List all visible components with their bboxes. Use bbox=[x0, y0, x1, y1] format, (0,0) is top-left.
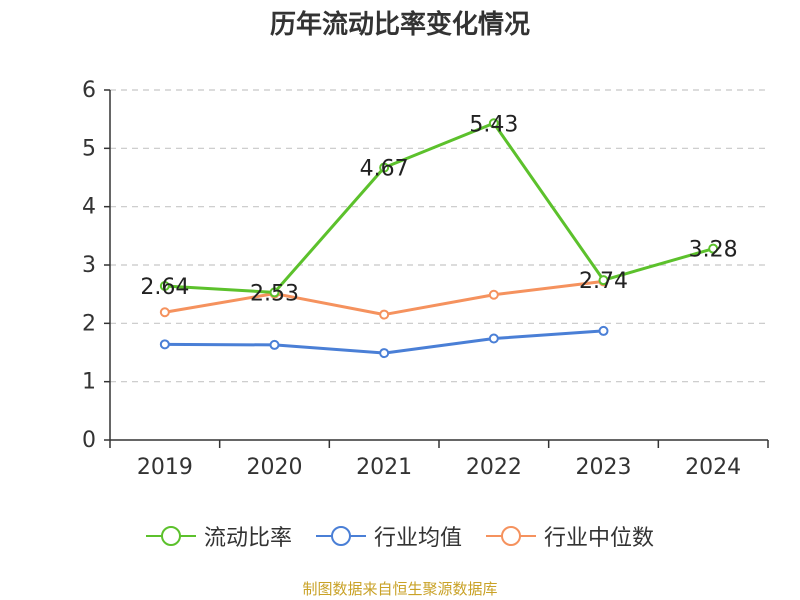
legend-line-median-icon bbox=[486, 526, 536, 546]
y-tick-label: 3 bbox=[82, 253, 96, 278]
legend-line-ratio-icon bbox=[145, 526, 196, 546]
data-point bbox=[488, 333, 499, 344]
data-point bbox=[598, 325, 609, 336]
series-line bbox=[164, 121, 714, 294]
y-tick-label: 1 bbox=[82, 370, 96, 395]
data-label: 5.43 bbox=[469, 112, 518, 137]
legend-item-ratio[interactable]: 流动比率 bbox=[145, 520, 292, 552]
data-label: 3.28 bbox=[689, 238, 738, 263]
y-tick-label: 5 bbox=[82, 136, 96, 161]
data-label: 2.74 bbox=[579, 269, 628, 294]
x-tick-label: 2021 bbox=[356, 455, 412, 480]
data-label: 2.53 bbox=[250, 281, 299, 306]
data-point bbox=[379, 162, 390, 173]
y-tick-label: 6 bbox=[82, 78, 96, 103]
data-point bbox=[488, 289, 499, 300]
y-tick-label: 0 bbox=[82, 428, 96, 453]
data-point bbox=[269, 339, 280, 350]
x-tick-label: 2023 bbox=[576, 455, 632, 480]
x-tick-label: 2020 bbox=[247, 455, 303, 480]
x-tick-label: 2019 bbox=[137, 455, 193, 480]
series-lines bbox=[159, 118, 719, 359]
source-note: 制图数据来自恒生聚源数据库 bbox=[302, 580, 498, 598]
data-point bbox=[708, 243, 719, 254]
legend-label-ratio: 流动比率 bbox=[203, 526, 292, 551]
data-point bbox=[159, 339, 170, 350]
legend-item-mean[interactable]: 行业均值 bbox=[315, 520, 462, 552]
data-point bbox=[379, 348, 390, 359]
y-tick-label: 4 bbox=[82, 195, 96, 220]
data-point bbox=[159, 307, 170, 318]
data-labels: 2.64 2.53 4.67 5.43 2.74 3.28 bbox=[140, 112, 737, 306]
data-point bbox=[379, 309, 390, 320]
y-tick-label: 2 bbox=[82, 311, 96, 336]
data-label: 4.67 bbox=[360, 157, 409, 182]
x-tick-label: 2022 bbox=[466, 455, 522, 480]
legend-line-mean-icon bbox=[315, 526, 366, 546]
chart-title: 历年流动比率变化情况 bbox=[269, 10, 530, 40]
data-label: 2.64 bbox=[140, 275, 189, 300]
axes: 0 1 2 3 4 5 6 2019 2020 2021 2022 2023 2024 bbox=[82, 78, 769, 480]
legend-item-median[interactable]: 行业中位数 bbox=[486, 520, 654, 552]
data-point bbox=[269, 287, 280, 298]
data-point bbox=[159, 281, 170, 291]
legend-label-median: 行业中位数 bbox=[544, 526, 655, 551]
data-point bbox=[488, 118, 499, 129]
data-point bbox=[598, 275, 609, 286]
x-tick-label: 2024 bbox=[685, 455, 741, 480]
legend: 流动比率 行业均值 行业中位数 bbox=[0, 520, 800, 552]
grid-lines bbox=[110, 89, 768, 383]
legend-label-mean: 行业均值 bbox=[373, 526, 462, 551]
